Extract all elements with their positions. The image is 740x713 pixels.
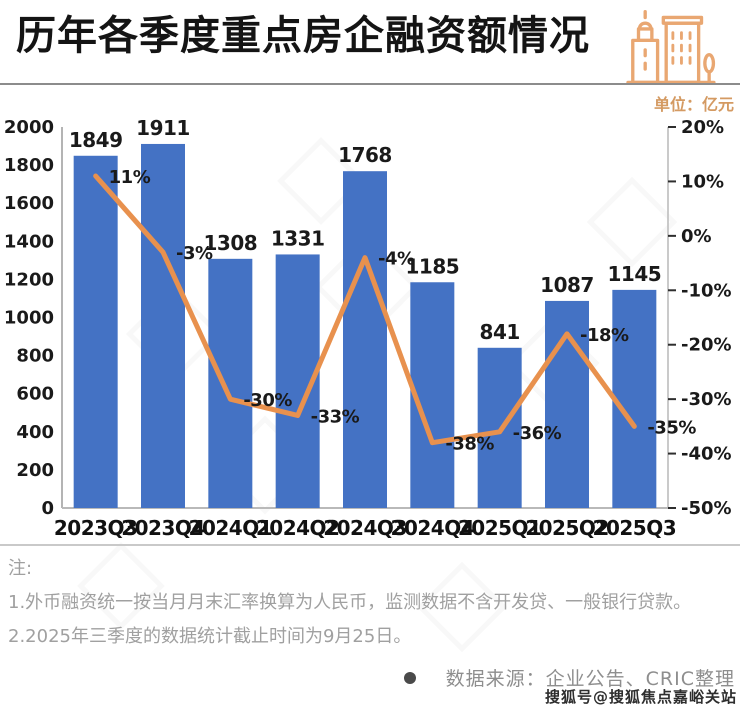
x-axis-label: 2024Q4 bbox=[391, 516, 475, 540]
bar-value-label: 1768 bbox=[338, 143, 392, 167]
trend-point-label: -18% bbox=[580, 325, 629, 346]
source-label: 数据来源：企业公告、CRIC整理 bbox=[445, 668, 735, 690]
source-row: 数据来源：企业公告、CRIC整理 bbox=[403, 664, 735, 691]
right-axis-tick-label: -10% bbox=[681, 280, 732, 301]
x-axis-label: 2023Q4 bbox=[121, 516, 205, 540]
x-axis-label: 2023Q3 bbox=[54, 516, 138, 540]
right-axis-tick-label: 0% bbox=[681, 226, 712, 247]
left-axis-tick-label: 1600 bbox=[4, 193, 54, 214]
right-axis-tick-label: -40% bbox=[681, 444, 732, 465]
left-axis-tick-label: 600 bbox=[16, 384, 54, 405]
bar-value-label: 841 bbox=[480, 320, 520, 344]
bar bbox=[612, 289, 657, 508]
notes-divider bbox=[0, 544, 740, 546]
left-axis-tick-label: 1800 bbox=[4, 155, 54, 176]
x-axis-label: 2025Q1 bbox=[458, 516, 542, 540]
x-axis-label: 2024Q2 bbox=[256, 516, 340, 540]
x-axis-label: 2025Q2 bbox=[525, 516, 609, 540]
left-axis-tick-label: 0 bbox=[41, 498, 54, 519]
bar-value-label: 1331 bbox=[271, 226, 325, 250]
bar bbox=[208, 258, 253, 508]
bar-value-label: 1087 bbox=[540, 273, 594, 297]
right-axis-tick-label: -20% bbox=[681, 335, 732, 356]
note-line-2: 2.2025年三季度的数据统计截止时间为9月25日。 bbox=[8, 626, 412, 647]
trend-point-label: -35% bbox=[647, 417, 696, 438]
x-axis-label: 2024Q3 bbox=[323, 516, 407, 540]
trend-point-label: -30% bbox=[243, 390, 292, 411]
left-axis-tick-label: 2000 bbox=[4, 117, 54, 138]
bar bbox=[343, 171, 387, 509]
watermark-shape bbox=[77, 542, 165, 630]
right-axis-tick-label: 20% bbox=[681, 117, 724, 138]
left-axis-tick-label: 1000 bbox=[4, 308, 54, 329]
left-axis-tick-label: 200 bbox=[16, 460, 54, 481]
left-axis-tick-label: 400 bbox=[16, 422, 54, 443]
bar-value-label: 1911 bbox=[136, 116, 190, 140]
bar bbox=[141, 143, 185, 508]
chart-canvas: 200018001600140012001000800600400200020%… bbox=[4, 116, 732, 540]
page-title: 历年各季度重点房企融资额情况 bbox=[16, 13, 590, 59]
trend-line bbox=[93, 173, 637, 446]
note-line-1: 1.外币融资统一按当月月末汇率换算为人民币，监测数据不含开发贷、一般银行贷款。 bbox=[8, 592, 692, 613]
left-axis-tick-label: 1400 bbox=[4, 231, 54, 252]
bar-value-label: 1849 bbox=[69, 128, 123, 152]
title-divider bbox=[0, 83, 740, 85]
trend-point-label: -33% bbox=[311, 406, 360, 427]
unit-label: 单位：亿元 bbox=[653, 95, 734, 114]
trend-point-label: -38% bbox=[445, 434, 494, 455]
left-axis-tick-label: 1200 bbox=[4, 269, 54, 290]
bar bbox=[73, 155, 118, 508]
x-axis-label: 2024Q1 bbox=[189, 516, 273, 540]
right-axis-tick-label: -30% bbox=[681, 389, 732, 410]
trend-point-label: -36% bbox=[513, 423, 562, 444]
right-axis-tick-label: 10% bbox=[681, 171, 724, 192]
bar-value-label: 1185 bbox=[405, 254, 459, 278]
watermark-text: 搜狐号@搜狐焦点嘉峪关站 bbox=[544, 688, 737, 706]
trend-point-label: 11% bbox=[109, 167, 151, 188]
trend-point-label: -4% bbox=[378, 249, 415, 270]
notes-label: 注: bbox=[8, 558, 33, 579]
trend-point-label: -3% bbox=[176, 243, 213, 264]
x-axis-label: 2025Q3 bbox=[593, 516, 677, 540]
buildings-icon bbox=[626, 10, 716, 85]
source-bullet-icon bbox=[403, 671, 416, 684]
right-axis-tick-label: -50% bbox=[681, 498, 732, 519]
bar-value-label: 1308 bbox=[203, 231, 257, 255]
bar-value-label: 1145 bbox=[607, 262, 661, 286]
left-axis-tick-label: 800 bbox=[16, 346, 54, 367]
